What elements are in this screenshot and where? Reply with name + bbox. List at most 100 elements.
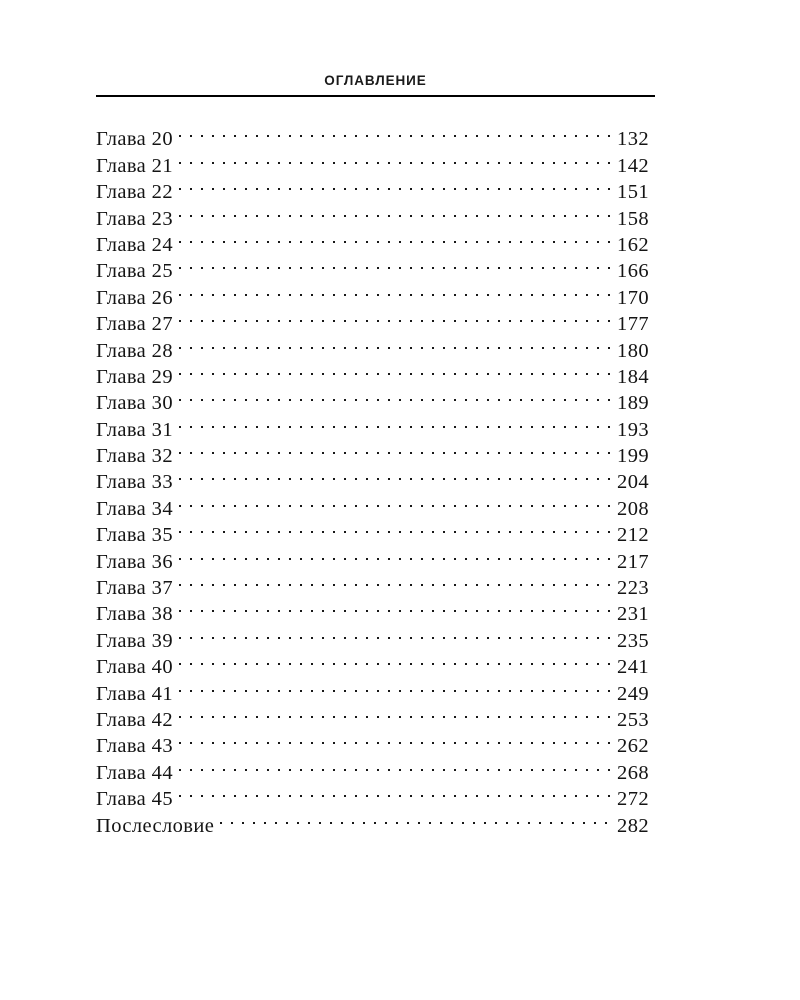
toc-entry-label: Глава 29 [96, 365, 173, 383]
toc-entry-page-number: 212 [617, 524, 649, 542]
toc-entry[interactable]: Глава 20 132 [96, 119, 649, 145]
toc-dot-leader [178, 568, 616, 594]
toc-entry[interactable]: Глава 35 212 [96, 515, 649, 541]
toc-dot-leader [178, 330, 616, 356]
toc-entry-label: Глава 37 [96, 577, 173, 595]
toc-dot-leader [178, 172, 616, 198]
toc-entry-label: Глава 25 [96, 260, 173, 278]
toc-entry-page-number: 241 [617, 656, 649, 674]
toc-entry-page-number: 253 [617, 708, 649, 726]
toc-dot-leader [178, 198, 616, 224]
toc-dot-leader [178, 383, 616, 409]
toc-entry-label: Глава 20 [96, 128, 173, 146]
toc-entry-page-number: 189 [617, 392, 649, 410]
toc-entry-page-number: 223 [617, 577, 649, 595]
toc-entry-page-number: 177 [617, 313, 649, 331]
page-title: ОГЛАВЛЕНИЕ [324, 73, 427, 88]
toc-dot-leader [178, 594, 616, 620]
toc-entry[interactable]: Глава 32 199 [96, 436, 649, 462]
toc-entry-label: Глава 39 [96, 629, 173, 647]
toc-entry-page-number: 199 [617, 445, 649, 463]
toc-dot-leader [178, 357, 616, 383]
toc-entry-page-number: 262 [617, 735, 649, 753]
toc-entry[interactable]: Глава 31 193 [96, 409, 649, 436]
toc-entry[interactable]: Глава 24 162 [96, 225, 649, 251]
toc-entry-page-number: 170 [617, 286, 649, 304]
header-divider [96, 95, 655, 97]
toc-dot-leader [178, 726, 616, 752]
toc-entry-page-number: 204 [617, 471, 649, 489]
toc-entry-label: Глава 38 [96, 603, 173, 621]
toc-entry-label: Глава 41 [96, 682, 173, 700]
toc-entry-label: Глава 21 [96, 154, 173, 172]
toc-dot-leader [178, 700, 616, 726]
toc-entry-label: Глава 30 [96, 392, 173, 410]
toc-dot-leader [178, 779, 616, 805]
toc-entry[interactable]: Глава 29 184 [96, 357, 649, 383]
toc-dot-leader [178, 541, 616, 567]
toc-entry-label: Глава 24 [96, 233, 173, 251]
toc-entry-label: Глава 45 [96, 788, 173, 806]
toc-dot-leader [178, 409, 616, 435]
toc-entry-label: Глава 34 [96, 497, 173, 515]
toc-entry-label: Глава 36 [96, 550, 173, 568]
toc-entry[interactable]: Глава 44 268 [96, 752, 649, 779]
toc-entry-page-number: 249 [617, 682, 649, 700]
toc-entry[interactable]: Глава 30 189 [96, 383, 649, 409]
toc-entry-page-number: 268 [617, 761, 649, 779]
toc-entry-label: Глава 22 [96, 181, 173, 199]
toc-dot-leader [178, 673, 616, 699]
toc-dot-leader [178, 277, 616, 303]
toc-entry-page-number: 235 [617, 629, 649, 647]
toc-entry[interactable]: Глава 39 235 [96, 620, 649, 647]
toc-entry-page-number: 142 [617, 154, 649, 172]
toc-entry[interactable]: Глава 43 262 [96, 726, 649, 752]
toc-entry[interactable]: Глава 21 142 [96, 145, 649, 172]
toc-entry[interactable]: Глава 27 177 [96, 304, 649, 330]
toc-entry-label: Глава 42 [96, 708, 173, 726]
toc-dot-leader [178, 225, 616, 251]
toc-dot-leader [178, 647, 616, 673]
toc-entry[interactable]: Глава 23 158 [96, 198, 649, 225]
toc-dot-leader [178, 620, 616, 646]
toc-entry[interactable]: Глава 37 223 [96, 568, 649, 594]
toc-entry-page-number: 231 [617, 603, 649, 621]
toc-entry-page-number: 217 [617, 550, 649, 568]
toc-entry[interactable]: Глава 28 180 [96, 330, 649, 357]
toc-entry-label: Глава 27 [96, 313, 173, 331]
table-of-contents-header: ОГЛАВЛЕНИЕ [96, 72, 655, 97]
toc-entry-page-number: 132 [617, 128, 649, 146]
toc-entry[interactable]: Глава 42 253 [96, 700, 649, 726]
toc-entry[interactable]: Глава 34 208 [96, 488, 649, 515]
toc-entry[interactable]: Глава 26 170 [96, 277, 649, 304]
toc-entry-label: Глава 31 [96, 418, 173, 436]
toc-entry-page-number: 193 [617, 418, 649, 436]
toc-entry-page-number: 158 [617, 207, 649, 225]
toc-entry[interactable]: Глава 22 151 [96, 172, 649, 198]
toc-entry-label: Глава 40 [96, 656, 173, 674]
toc-entry-page-number: 162 [617, 233, 649, 251]
toc-dot-leader [178, 488, 616, 514]
toc-entry-page-number: 282 [617, 814, 649, 832]
toc-entry-page-number: 184 [617, 365, 649, 383]
toc-entry[interactable]: Послесловие 282 [96, 805, 649, 832]
toc-entry-page-number: 180 [617, 339, 649, 357]
toc-entry[interactable]: Глава 45 272 [96, 779, 649, 805]
toc-entry[interactable]: Глава 40 241 [96, 647, 649, 673]
toc-entry[interactable]: Глава 41 249 [96, 673, 649, 700]
toc-entry-label: Глава 43 [96, 735, 173, 753]
toc-dot-leader [178, 462, 616, 488]
toc-entry[interactable]: Глава 36 217 [96, 541, 649, 568]
toc-entry[interactable]: Глава 38 231 [96, 594, 649, 620]
toc-dot-leader [178, 304, 616, 330]
toc-entry-label: Глава 26 [96, 286, 173, 304]
toc-dot-leader [178, 119, 616, 145]
toc-entry-page-number: 151 [617, 181, 649, 199]
toc-entry-page-number: 208 [617, 497, 649, 515]
toc-entry-label: Глава 28 [96, 339, 173, 357]
table-of-contents-list: Глава 20 132 Глава 21 142 Глава 22 151 Глава 2… [96, 119, 649, 832]
toc-entry[interactable]: Глава 25 166 [96, 251, 649, 277]
toc-entry[interactable]: Глава 33 204 [96, 462, 649, 488]
toc-dot-leader [178, 752, 616, 778]
